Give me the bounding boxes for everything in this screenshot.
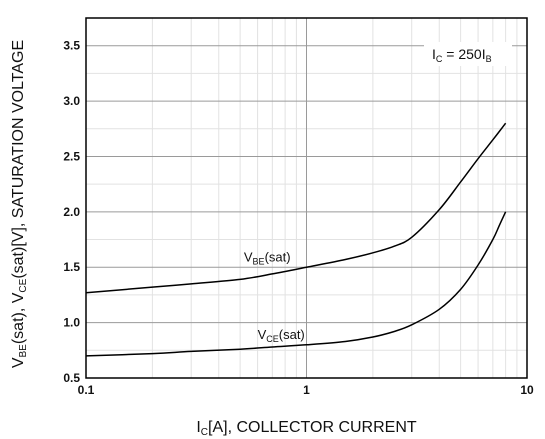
y-tick-label: 0.5 [63,371,80,385]
x-axis-title: IC[A], COLLECTOR CURRENT [196,419,417,438]
x-tick-label: 1 [303,383,310,397]
annotation-ic-ib: IC = 250IB [424,42,512,66]
series-label-vce-sat: VCE(sat) [258,327,305,344]
y-tick-label: 3.5 [63,39,80,53]
series-line-vce-sat [85,211,507,357]
series-line-vbe-sat [85,122,507,294]
y-tick-label: 1.5 [63,260,80,274]
annotation-text: IC = 250IB [432,46,492,64]
y-tick-label: 1.0 [63,316,80,330]
y-axis-title: VBE(sat), VCE(sat)[V], SATURATION VOLTAG… [10,40,29,368]
plot-frame [85,17,528,379]
y-tick-label: 3.0 [63,94,80,108]
x-tick-label: 0.1 [78,383,95,397]
y-tick-label: 2.0 [63,205,80,219]
tick-labels: 0.1 1 10 0.5 1.0 1.5 2.0 2.5 3.0 3.5 [63,39,534,397]
series-label-vbe-sat: VBE(sat) [244,250,291,267]
y-tick-label: 2.5 [63,149,80,163]
series-layer [85,122,507,357]
annotation-background [424,42,512,66]
x-tick-label: 10 [520,383,534,397]
